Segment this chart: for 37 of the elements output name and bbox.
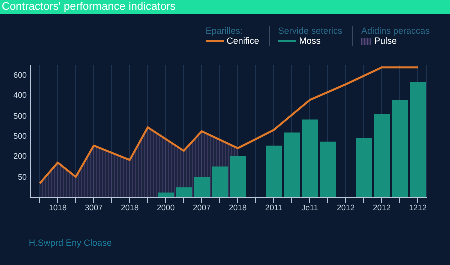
- x-tick-label: Je11: [302, 204, 319, 213]
- bar: [320, 142, 336, 198]
- text: Adidins peraccas: [361, 26, 430, 36]
- bar: [212, 166, 228, 198]
- bar: [392, 100, 408, 198]
- x-tick-label: 2012: [337, 204, 356, 213]
- bar: [176, 188, 192, 198]
- bar: [356, 138, 372, 198]
- text: 600: [14, 70, 27, 81]
- bar: [410, 82, 426, 198]
- x-tick-label: 2011: [265, 204, 284, 213]
- x-tick-label: 2012: [373, 204, 392, 213]
- bar: [230, 156, 246, 198]
- x-tick-label: 1212: [409, 204, 428, 213]
- bar: [266, 146, 282, 198]
- x-tick-label: 2007: [193, 204, 212, 213]
- bar: [284, 132, 300, 198]
- text: 500: [14, 112, 27, 122]
- text: 50: [18, 172, 27, 183]
- text: 400: [14, 91, 27, 102]
- x-tick-label: 2018: [121, 204, 140, 213]
- bar: [302, 120, 318, 198]
- text: H.Swprd Eny Cloase: [29, 238, 112, 248]
- text: 500: [14, 132, 27, 142]
- text: Servide seterics: [278, 26, 342, 36]
- chart-title: Contractors' performance indicators: [2, 0, 176, 14]
- legend-label: Pulse: [373, 36, 398, 46]
- x-tick-label: 2018: [229, 204, 248, 213]
- text: 200: [14, 152, 27, 162]
- bar: [194, 177, 210, 198]
- legend-label: Moss: [298, 36, 322, 46]
- bar: [374, 114, 390, 198]
- x-tick-label: 2000: [157, 204, 176, 213]
- x-tick-label: 3007: [85, 204, 104, 213]
- x-tick-label: 1018: [49, 204, 68, 213]
- text: Eparilles:: [206, 26, 244, 36]
- legend-label: Cenifice: [226, 36, 260, 46]
